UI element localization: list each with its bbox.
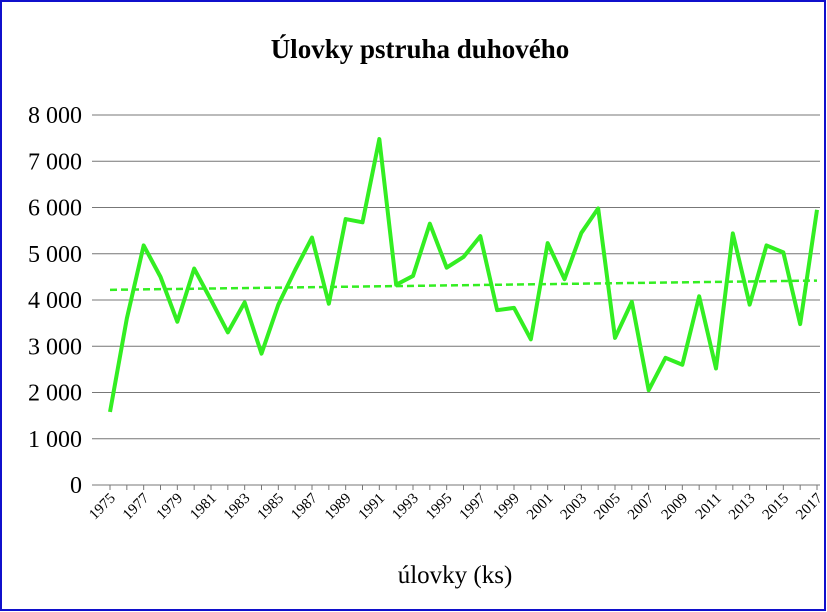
y-tick-label: 3 000 bbox=[28, 334, 82, 360]
chart-title: Úlovky pstruha duhového bbox=[271, 34, 570, 64]
series-line bbox=[108, 137, 819, 413]
y-tick-label: 2 000 bbox=[28, 381, 82, 407]
y-tick-label: 0 bbox=[70, 473, 82, 499]
y-tick-label: 4 000 bbox=[28, 288, 82, 314]
y-tick-label: 6 000 bbox=[28, 196, 82, 222]
trend-line bbox=[109, 279, 818, 292]
y-tick-label: 7 000 bbox=[28, 149, 82, 175]
y-tick-label: 5 000 bbox=[28, 242, 82, 268]
x-axis-label: úlovky (ks) bbox=[398, 562, 513, 589]
y-tick-label: 8 000 bbox=[28, 103, 82, 129]
y-tick-label: 1 000 bbox=[28, 427, 82, 453]
